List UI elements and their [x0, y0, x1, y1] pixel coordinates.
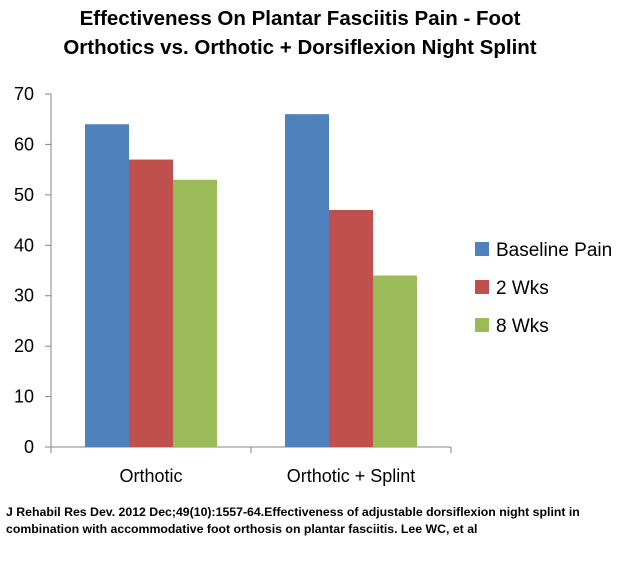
y-tick-label: 70: [14, 84, 34, 104]
y-tick-label: 40: [14, 235, 34, 255]
citation: J Rehabil Res Dev. 2012 Dec;49(10):1557-…: [6, 505, 580, 536]
bar: [85, 124, 129, 447]
y-tick-label: 30: [14, 286, 34, 306]
x-tick-label: Orthotic: [119, 466, 182, 486]
bar-chart: 0 10 20 30 40 50 60 70 Orthotic Orthotic + Splint…: [14, 84, 612, 486]
legend-swatch: [475, 318, 489, 332]
chart-title-line-2: Orthotics vs. Orthotic + Dorsiflexion Ni…: [63, 36, 537, 59]
y-tick-label: 0: [24, 437, 34, 457]
legend-label: Baseline Pain: [496, 240, 612, 261]
bar: [329, 209, 373, 447]
bar: [285, 114, 329, 448]
legend-swatch: [475, 280, 489, 294]
legend-label: 8 Wks: [496, 316, 549, 337]
y-tick-label: 50: [14, 185, 34, 205]
y-tick-label: 10: [14, 387, 34, 407]
legend-label: 2 Wks: [496, 278, 549, 299]
chart-title: Effectiveness On Plantar Fasciitis Pain …: [0, 4, 600, 62]
bar: [373, 275, 417, 447]
legend-swatch: [475, 242, 489, 256]
chart-title-line-1: Effectiveness On Plantar Fasciitis Pain …: [79, 7, 521, 30]
x-tick-label: Orthotic + Splint: [287, 466, 416, 486]
bar: [173, 179, 217, 447]
bar: [129, 159, 173, 448]
y-tick-label: 20: [14, 336, 34, 356]
y-tick-label: 60: [14, 134, 34, 154]
